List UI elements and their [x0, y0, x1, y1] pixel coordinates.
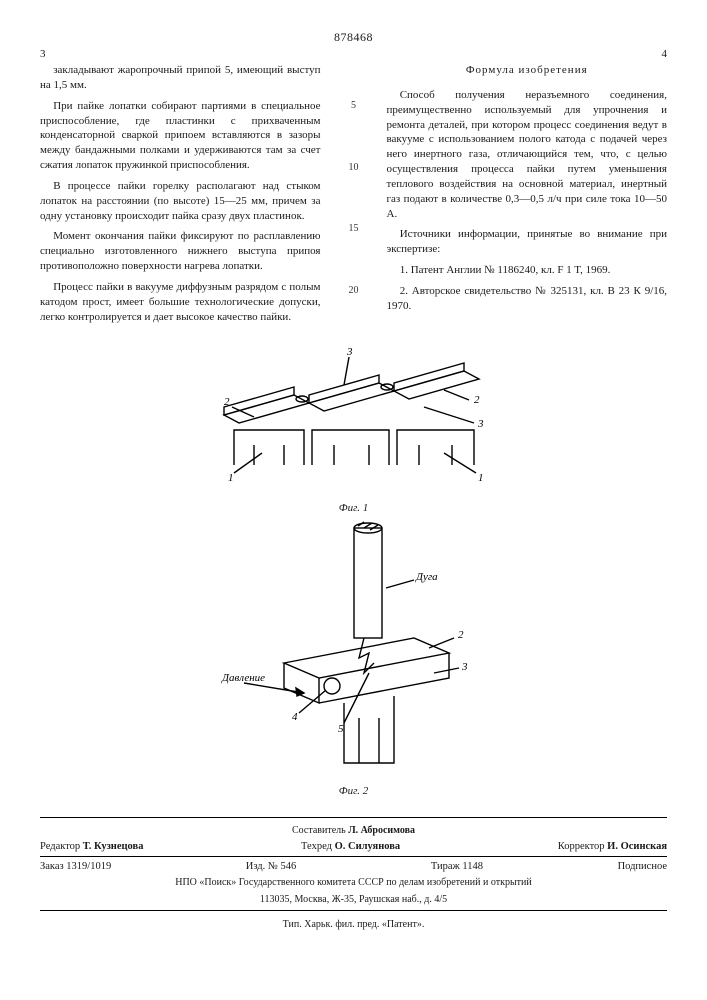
tech-name: О. Силуянова	[335, 841, 401, 852]
separator-line	[40, 856, 667, 857]
tech: Техред О. Силуянова	[301, 841, 400, 852]
fig1-ref: 2	[224, 396, 230, 408]
org-line: НПО «Поиск» Государственного комитета СС…	[40, 874, 667, 891]
composer-label: Составитель	[292, 825, 346, 836]
corrector-name: И. Осинская	[607, 841, 667, 852]
fig2-ref: 3	[461, 661, 468, 673]
printer-line: Тип. Харьк. фил. пред. «Патент».	[40, 913, 667, 930]
figure-2-svg: Дуга Давление 2 3 4 5	[214, 518, 494, 778]
corrector: Корректор И. Осинская	[558, 841, 667, 852]
page-num-left: 3	[40, 47, 46, 62]
fig2-annot-arc: Дуга	[415, 571, 438, 583]
line-num: 15	[349, 222, 359, 236]
figure-1-svg: 3 2 3 2 3 1 1	[194, 345, 514, 495]
para: При пайке лопатки собирают партиями в сп…	[40, 99, 321, 173]
para: Момент окончания пайки фиксируют по расп…	[40, 229, 321, 274]
figure-1: 3 2 3 2 3 1 1 Фиг. 1	[40, 345, 667, 514]
line-num: 5	[351, 99, 356, 113]
claim-text: Способ получения неразъемного соединения…	[387, 88, 668, 222]
editor-label: Редактор	[40, 841, 80, 852]
print-info-row: Заказ 1319/1019 Изд. № 546 Тираж 1148 По…	[40, 859, 667, 874]
tech-label: Техред	[301, 841, 332, 852]
figure-2: Дуга Давление 2 3 4 5 Фиг. 2	[40, 518, 667, 797]
izd-num: Изд. № 546	[246, 861, 297, 872]
right-column: Формула изобретения Способ получения нер…	[387, 63, 668, 331]
para: В процессе пайки горелку располагают над…	[40, 179, 321, 224]
para: закладывают жаропрочный припой 5, имеющи…	[40, 63, 321, 93]
editor-row: Редактор Т. Кузнецова Техред О. Силуянов…	[40, 839, 667, 854]
editor-name: Т. Кузнецова	[83, 841, 144, 852]
composer-name: Л. Абросимова	[348, 825, 415, 836]
fig1-ref: 3	[346, 346, 353, 358]
reference: 2. Авторское свидетельство № 325131, кл.…	[387, 284, 668, 314]
fig1-ref: 3	[477, 418, 484, 430]
line-num: 10	[349, 161, 359, 175]
figure-2-label: Фиг. 2	[40, 785, 667, 797]
left-column: закладывают жаропрочный припой 5, имеющи…	[40, 63, 321, 331]
fig2-ref: 2	[458, 629, 464, 641]
fig2-ref: 4	[292, 711, 298, 723]
tirazh: Тираж 1148	[431, 861, 483, 872]
fig1-ref: 1	[478, 472, 484, 484]
page-num-right: 4	[662, 47, 668, 62]
composer-line: Составитель Л. Абросимова	[40, 822, 667, 839]
editor: Редактор Т. Кузнецова	[40, 841, 143, 852]
figure-1-label: Фиг. 1	[40, 502, 667, 514]
addr-line: 113035, Москва, Ж-35, Раушская наб., д. …	[40, 891, 667, 908]
footer-block: Составитель Л. Абросимова Редактор Т. Ку…	[40, 817, 667, 930]
fig1-ref: 2	[474, 394, 480, 406]
sources-title: Источники информации, принятые во вниман…	[387, 227, 668, 257]
figures-block: 3 2 3 2 3 1 1 Фиг. 1	[40, 345, 667, 797]
separator-line	[40, 910, 667, 911]
reference: 1. Патент Англии № 1186240, кл. F 1 T, 1…	[387, 263, 668, 278]
line-numbers: 5 10 15 20	[347, 63, 361, 331]
fig2-annot-pressure: Давление	[221, 672, 265, 684]
corrector-label: Корректор	[558, 841, 605, 852]
subscr: Подписное	[618, 861, 667, 872]
page: 878468 3 4 закладывают жаропрочный припо…	[0, 0, 707, 950]
text-columns: 3 4 закладывают жаропрочный припой 5, им…	[40, 63, 667, 331]
claims-title: Формула изобретения	[387, 63, 668, 78]
document-number: 878468	[40, 30, 667, 45]
fig2-ref: 5	[338, 723, 344, 735]
line-num: 20	[349, 284, 359, 298]
fig1-ref: 1	[228, 472, 234, 484]
order-num: Заказ 1319/1019	[40, 861, 111, 872]
para: Процесс пайки в вакууме диффузным разряд…	[40, 280, 321, 325]
